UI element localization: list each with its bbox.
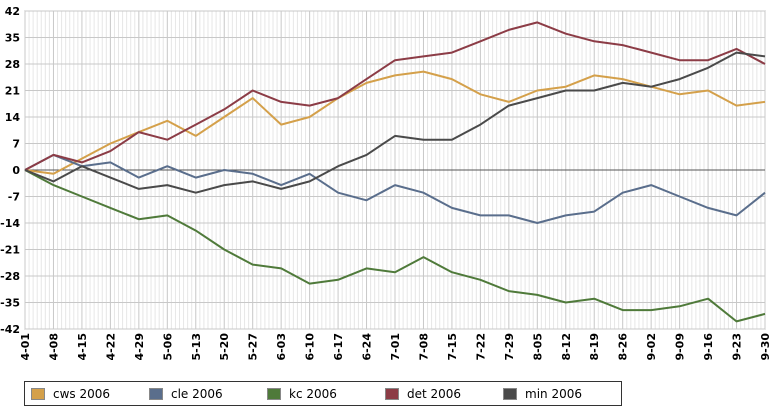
x-tick-label: 9-09 bbox=[674, 333, 687, 361]
x-tick-label: 8-12 bbox=[560, 333, 573, 361]
series-line-kc-2006 bbox=[24, 169, 766, 323]
legend-swatch bbox=[267, 387, 281, 400]
y-tick-label: 28 bbox=[5, 58, 20, 71]
x-tick-label: 4-29 bbox=[133, 333, 146, 361]
x-tick-label: 8-19 bbox=[588, 333, 601, 361]
legend-swatch bbox=[385, 387, 399, 400]
legend-item: cws 2006 bbox=[31, 387, 149, 401]
series-line-det-2006 bbox=[24, 21, 766, 171]
series-line-cle-2006 bbox=[24, 153, 766, 224]
legend-item: det 2006 bbox=[385, 387, 503, 401]
x-tick-label: 5-27 bbox=[247, 333, 260, 361]
x-tick-label: 7-01 bbox=[389, 333, 402, 361]
x-tick-label: 8-05 bbox=[531, 333, 544, 361]
legend-item: min 2006 bbox=[503, 387, 621, 401]
x-tick-label: 9-23 bbox=[731, 333, 744, 361]
x-tick-label: 6-10 bbox=[304, 333, 317, 361]
x-tick-label: 5-13 bbox=[190, 333, 203, 361]
series-line-cws-2006 bbox=[24, 70, 766, 175]
legend-label: cle 2006 bbox=[171, 386, 223, 401]
x-tick-label: 9-30 bbox=[759, 333, 772, 361]
y-tick-label: -14 bbox=[0, 217, 20, 230]
x-axis-ticks: 4-01 4-08 4-15 4-22 4-29 5-06 5-13 5-20 5-27 6-03… bbox=[19, 333, 772, 361]
legend: cws 2006 cle 2006 kc 2006 det 2006 min 2006 bbox=[24, 381, 622, 406]
y-tick-label: 7 bbox=[12, 138, 20, 151]
legend-label: det 2006 bbox=[407, 386, 462, 401]
y-axis-ticks: 42 35 28 21 14 7 0 -7 -14 -21 -28 -35 -42 bbox=[0, 5, 20, 336]
y-tick-label: -7 bbox=[8, 191, 20, 204]
x-tick-label: 9-16 bbox=[702, 333, 715, 361]
x-tick-label: 7-29 bbox=[503, 333, 516, 361]
y-tick-label: -21 bbox=[0, 244, 20, 257]
legend-label: kc 2006 bbox=[289, 386, 337, 401]
y-tick-label: 14 bbox=[5, 111, 21, 124]
y-tick-label: -42 bbox=[0, 323, 20, 336]
y-tick-label: 21 bbox=[5, 85, 20, 98]
series-lines bbox=[24, 21, 766, 323]
x-tick-label: 4-08 bbox=[47, 333, 60, 361]
legend-swatch bbox=[503, 387, 517, 400]
x-tick-label: 4-15 bbox=[76, 333, 89, 361]
x-tick-label: 9-02 bbox=[645, 333, 658, 361]
legend-swatch bbox=[31, 387, 45, 400]
legend-swatch bbox=[149, 387, 163, 400]
x-tick-label: 8-26 bbox=[617, 333, 630, 361]
y-tick-label: 42 bbox=[5, 5, 20, 18]
legend-item: cle 2006 bbox=[149, 387, 267, 401]
x-tick-label: 6-17 bbox=[332, 333, 345, 361]
y-tick-label: 35 bbox=[5, 32, 20, 45]
x-tick-label: 7-22 bbox=[474, 333, 487, 361]
y-tick-label: 0 bbox=[12, 164, 20, 177]
x-tick-label: 6-24 bbox=[361, 333, 374, 361]
legend-label: min 2006 bbox=[525, 386, 582, 401]
x-tick-label: 5-06 bbox=[161, 333, 174, 361]
y-tick-label: -28 bbox=[0, 270, 20, 283]
x-tick-label: 7-15 bbox=[446, 333, 459, 361]
y-tick-label: -35 bbox=[0, 297, 20, 310]
x-tick-label: 7-08 bbox=[417, 333, 430, 361]
legend-item: kc 2006 bbox=[267, 387, 385, 401]
legend-label: cws 2006 bbox=[53, 386, 111, 401]
x-tick-label: 4-22 bbox=[104, 333, 117, 361]
series-line-min-2006 bbox=[24, 51, 766, 194]
x-tick-label: 5-20 bbox=[218, 333, 231, 361]
x-tick-label: 4-01 bbox=[19, 333, 32, 361]
x-tick-label: 6-03 bbox=[275, 333, 288, 361]
